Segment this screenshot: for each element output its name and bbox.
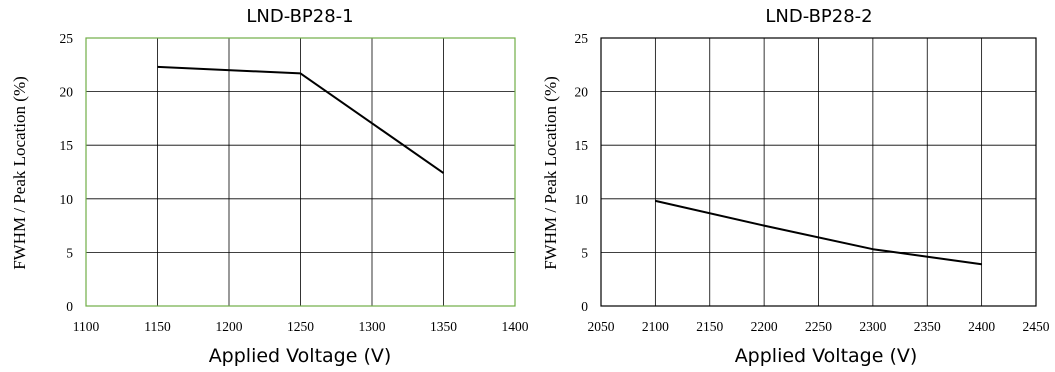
y-tick-label: 25 bbox=[60, 31, 74, 46]
y-tick-label: 0 bbox=[581, 299, 588, 314]
x-tick-label: 2150 bbox=[696, 319, 723, 334]
x-tick-label: 2250 bbox=[805, 319, 832, 334]
x-tick-label: 2450 bbox=[1023, 319, 1050, 334]
y-tick-label: 15 bbox=[60, 138, 74, 153]
y-tick-label: 20 bbox=[60, 85, 74, 100]
x-tick-label: 2350 bbox=[914, 319, 941, 334]
y-axis-label: FWHM / Peak Location (%) bbox=[10, 76, 29, 270]
chart-left: LND-BP28-1 FWHM / Peak Location (%) Appl… bbox=[10, 6, 529, 367]
x-tick-label: 2200 bbox=[751, 319, 778, 334]
series-line bbox=[655, 199, 982, 266]
y-tick-label: 10 bbox=[575, 192, 589, 207]
series-line bbox=[157, 65, 445, 174]
plot-frame bbox=[600, 37, 1037, 307]
y-tick-label: 25 bbox=[575, 31, 589, 46]
y-tick-label: 20 bbox=[575, 85, 589, 100]
chart-title: LND-BP28-1 bbox=[246, 6, 353, 27]
plot-area: 2050 2100 2150 2200 2250 2300 2350 2400 2450 0 5 10… bbox=[575, 31, 1050, 334]
x-tick-label: 1250 bbox=[287, 319, 314, 334]
x-tick-label: 2300 bbox=[859, 319, 886, 334]
plot-frame bbox=[85, 37, 516, 307]
x-tick-label: 1150 bbox=[144, 319, 171, 334]
y-tick-label: 5 bbox=[581, 245, 588, 260]
y-tick-label: 5 bbox=[66, 245, 73, 260]
x-tick-label: 1300 bbox=[359, 319, 386, 334]
x-axis-label: Applied Voltage (V) bbox=[209, 345, 392, 367]
x-tick-label: 1100 bbox=[73, 319, 100, 334]
chart-right: LND-BP28-2 FWHM / Peak Location (%) Appl… bbox=[541, 6, 1050, 367]
x-tick-label: 2400 bbox=[968, 319, 995, 334]
y-axis-label: FWHM / Peak Location (%) bbox=[541, 76, 560, 270]
x-axis-label: Applied Voltage (V) bbox=[735, 345, 918, 367]
x-tick-label: 2100 bbox=[642, 319, 669, 334]
x-tick-label: 2050 bbox=[588, 319, 615, 334]
x-tick-label: 1350 bbox=[430, 319, 457, 334]
y-tick-label: 15 bbox=[575, 138, 589, 153]
x-tick-label: 1200 bbox=[216, 319, 243, 334]
x-tick-label: 1400 bbox=[502, 319, 529, 334]
plot-area: 1100 1150 1200 1250 1300 1350 1400 0 5 10 15 20 25 bbox=[60, 31, 529, 334]
y-tick-label: 10 bbox=[60, 192, 74, 207]
y-tick-label: 0 bbox=[66, 299, 73, 314]
chart-title: LND-BP28-2 bbox=[765, 6, 872, 27]
